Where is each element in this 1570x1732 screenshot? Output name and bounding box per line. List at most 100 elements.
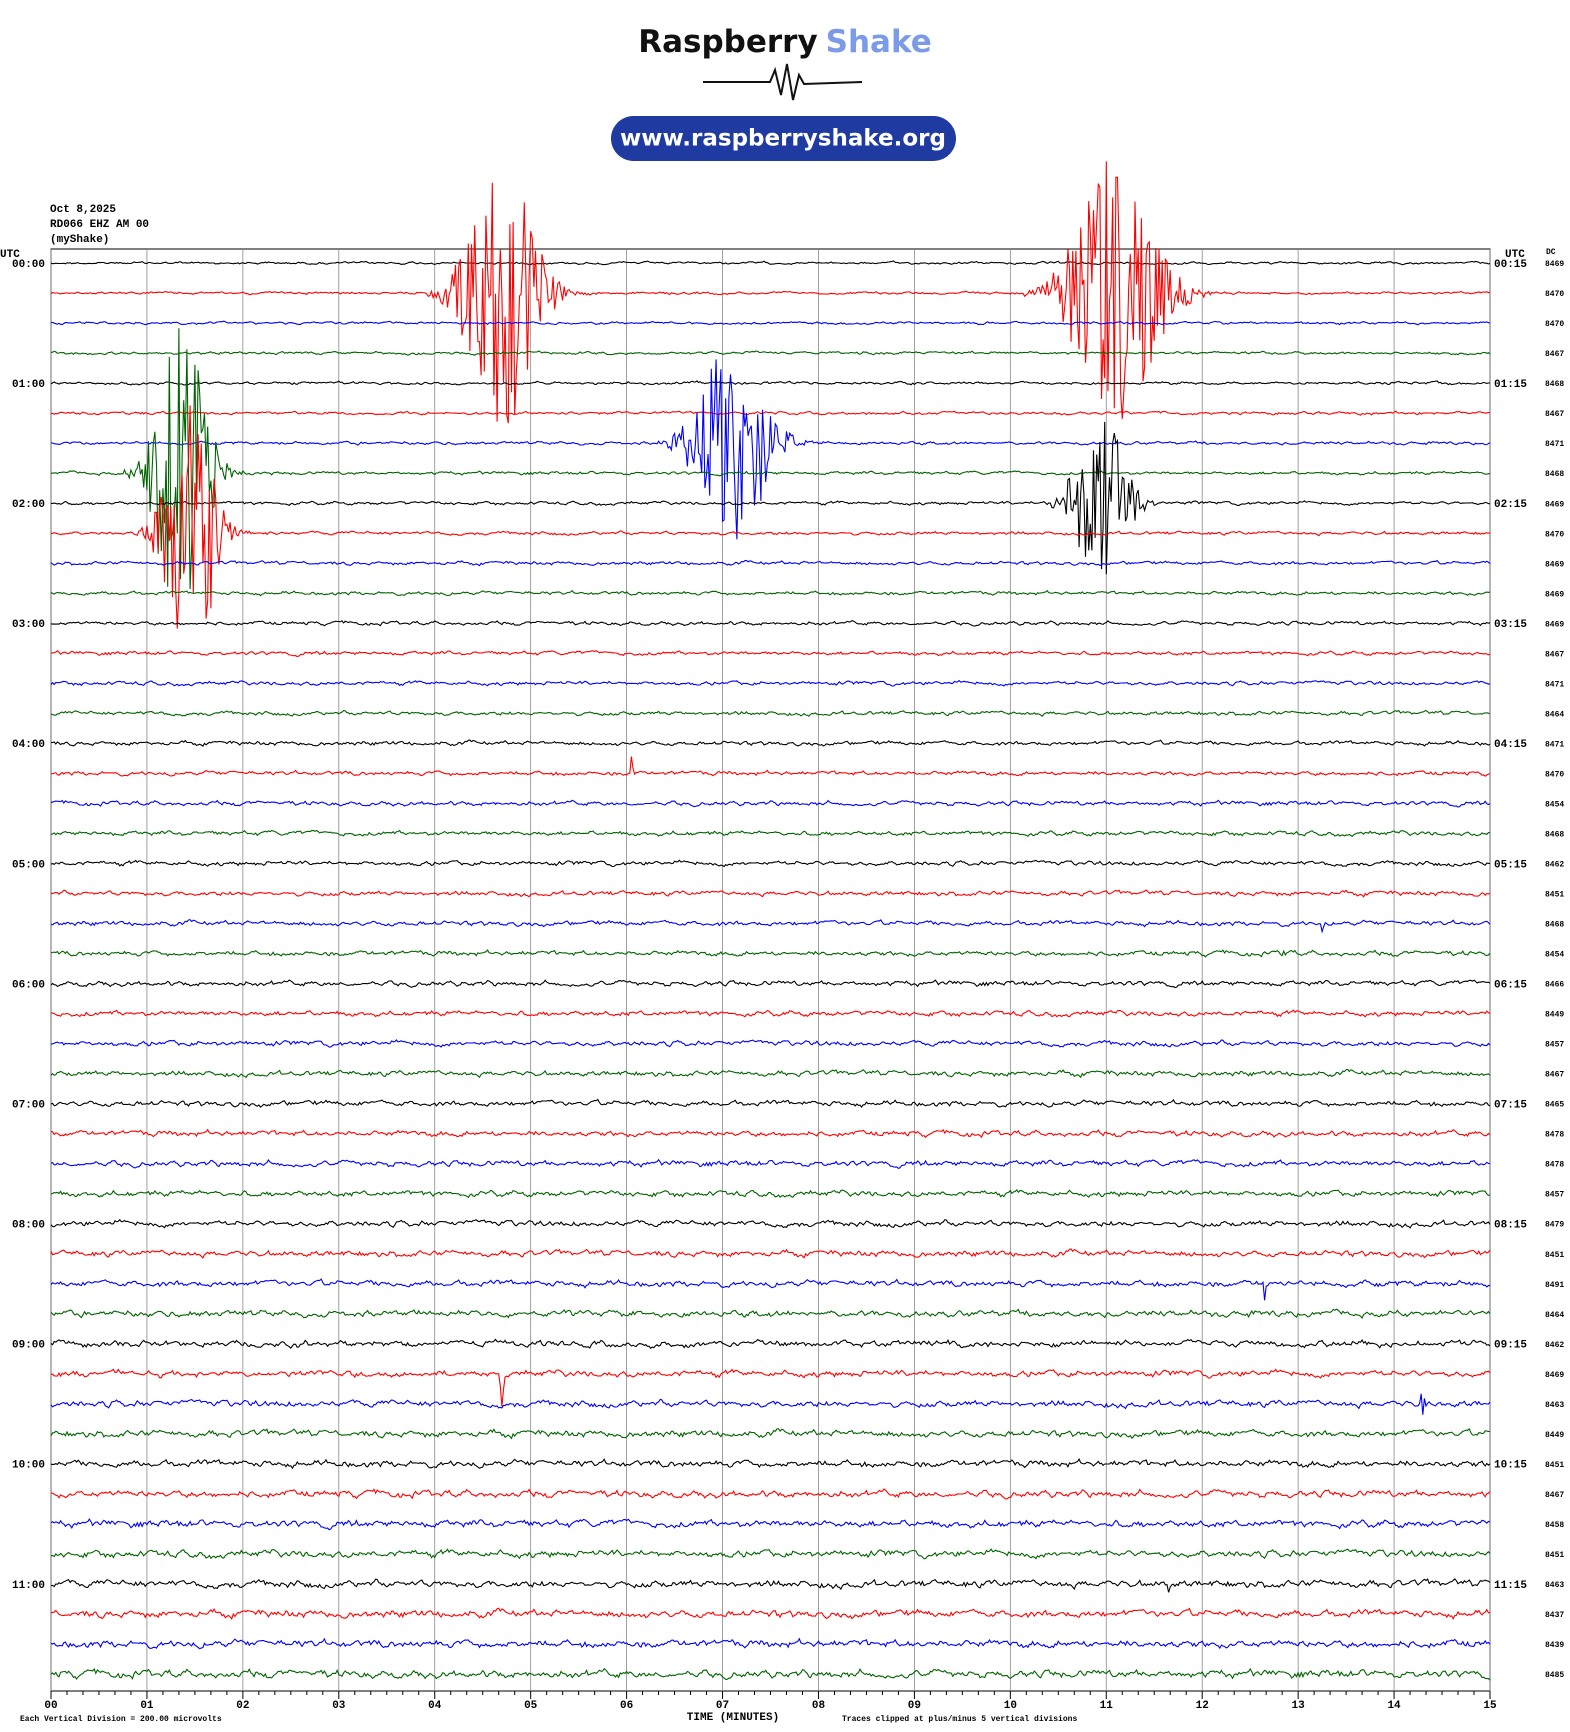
dc-value: 8437: [1545, 1611, 1564, 1620]
dc-value: 8462: [1545, 1341, 1564, 1350]
trace: [50, 1068, 1491, 1079]
trace: [50, 756, 1491, 777]
right-time-label: 04:15: [1494, 739, 1527, 751]
dc-value: 8469: [1545, 560, 1564, 569]
trace: [50, 1457, 1491, 1470]
trace: [50, 739, 1491, 748]
right-time-label: 08:15: [1494, 1220, 1527, 1232]
right-time-label: 00:15: [1494, 259, 1527, 271]
dc-value: 8451: [1545, 1551, 1564, 1560]
x-tick-label: 05: [524, 1700, 538, 1712]
dc-value: 8467: [1545, 650, 1564, 659]
dc-value: 8470: [1545, 320, 1564, 329]
trace: [50, 1578, 1491, 1593]
left-time-label: 07:00: [12, 1099, 45, 1111]
dc-value: 8470: [1545, 530, 1564, 539]
dc-title: DC: [1546, 248, 1556, 257]
x-tick-label: 10: [1004, 1700, 1017, 1712]
trace: [50, 859, 1491, 868]
x-tick-label: 14: [1387, 1700, 1401, 1712]
dc-value: 8471: [1545, 440, 1564, 449]
left-time-label: 08:00: [12, 1220, 45, 1232]
trace: [50, 1548, 1491, 1560]
logo-brand: Raspberry: [638, 24, 817, 60]
x-tick-label: 15: [1483, 1700, 1497, 1712]
left-time-label: 09:00: [12, 1340, 45, 1352]
trace: [50, 410, 1491, 416]
right-time-label: 09:15: [1494, 1340, 1527, 1352]
dc-value: 8469: [1545, 500, 1564, 509]
dc-value: 8471: [1545, 740, 1564, 749]
x-tick-label: 06: [620, 1700, 633, 1712]
right-time-label: 05:15: [1494, 859, 1527, 871]
left-time-label: 01:00: [12, 379, 45, 391]
header-date: Oct 8,2025: [50, 204, 116, 216]
trace: [50, 1278, 1491, 1301]
dc-value: 8449: [1545, 1011, 1564, 1020]
dc-value: 8449: [1545, 1431, 1564, 1440]
trace: [50, 1039, 1491, 1048]
dc-value: 8467: [1545, 350, 1564, 359]
dc-value: 8463: [1545, 1581, 1564, 1590]
header-network: (myShake): [50, 234, 109, 246]
x-tick-label: 02: [236, 1700, 249, 1712]
url-pill[interactable]: [611, 116, 956, 161]
right-time-label: 07:15: [1494, 1099, 1527, 1111]
x-tick-label: 13: [1292, 1700, 1306, 1712]
url[interactable]: www.raspberryshake.org: [620, 126, 946, 152]
dc-value: 8485: [1545, 1671, 1564, 1680]
left-time-label: 02:00: [12, 499, 45, 511]
trace: [50, 1667, 1491, 1681]
dc-value: 8469: [1545, 620, 1564, 629]
dc-value: 8491: [1545, 1281, 1564, 1290]
dc-value: 8464: [1545, 1311, 1564, 1320]
trace: [50, 1607, 1491, 1621]
trace: [50, 1248, 1491, 1259]
x-tick-label: 07: [716, 1700, 729, 1712]
left-time-label: 03:00: [12, 619, 45, 631]
trace: [50, 350, 1491, 356]
dc-value: 8468: [1545, 921, 1564, 930]
dc-value: 8466: [1545, 981, 1564, 990]
dc-value: 8478: [1545, 1161, 1564, 1170]
dc-value: 8469: [1545, 260, 1564, 269]
trace: [50, 1637, 1491, 1650]
trace: [50, 320, 1491, 326]
clip-note: Traces clipped at plus/minus 5 vertical …: [842, 1715, 1077, 1724]
x-tick-label: 11: [1100, 1700, 1114, 1712]
trace: [51, 359, 1491, 540]
dc-value: 8468: [1545, 380, 1564, 389]
trace: [50, 328, 1491, 590]
left-time-label: 06:00: [12, 979, 45, 991]
x-tick-label: 09: [908, 1700, 921, 1712]
trace: [51, 421, 1491, 575]
dc-value: 8454: [1545, 800, 1564, 809]
dc-value: 8467: [1545, 1491, 1564, 1500]
trace: [50, 161, 1491, 424]
right-time-label: 02:15: [1494, 499, 1527, 511]
header-station: RD066 EHZ AM 00: [50, 219, 149, 231]
left-time-label: 04:00: [12, 739, 45, 751]
trace: [50, 829, 1491, 838]
trace: [50, 709, 1491, 717]
x-tick-label: 08: [812, 1700, 826, 1712]
trace: [50, 1158, 1491, 1170]
logo: Raspberry Shake: [638, 24, 932, 60]
trace: [50, 1098, 1491, 1109]
trace: [50, 1308, 1491, 1319]
trace: [50, 1009, 1491, 1018]
left-time-label: 00:00: [12, 259, 45, 271]
trace: [50, 1488, 1491, 1500]
trace: [50, 1218, 1491, 1229]
trace: [50, 679, 1491, 687]
right-time-label: 10:15: [1494, 1460, 1527, 1472]
x-tick-label: 03: [332, 1700, 346, 1712]
trace: [50, 799, 1491, 808]
trace: [50, 1393, 1491, 1415]
x-tick-label: 00: [44, 1700, 57, 1712]
trace: [50, 405, 1491, 629]
left-time-label: 10:00: [12, 1460, 45, 1472]
trace: [50, 260, 1491, 266]
right-time-label: 03:15: [1494, 619, 1527, 631]
